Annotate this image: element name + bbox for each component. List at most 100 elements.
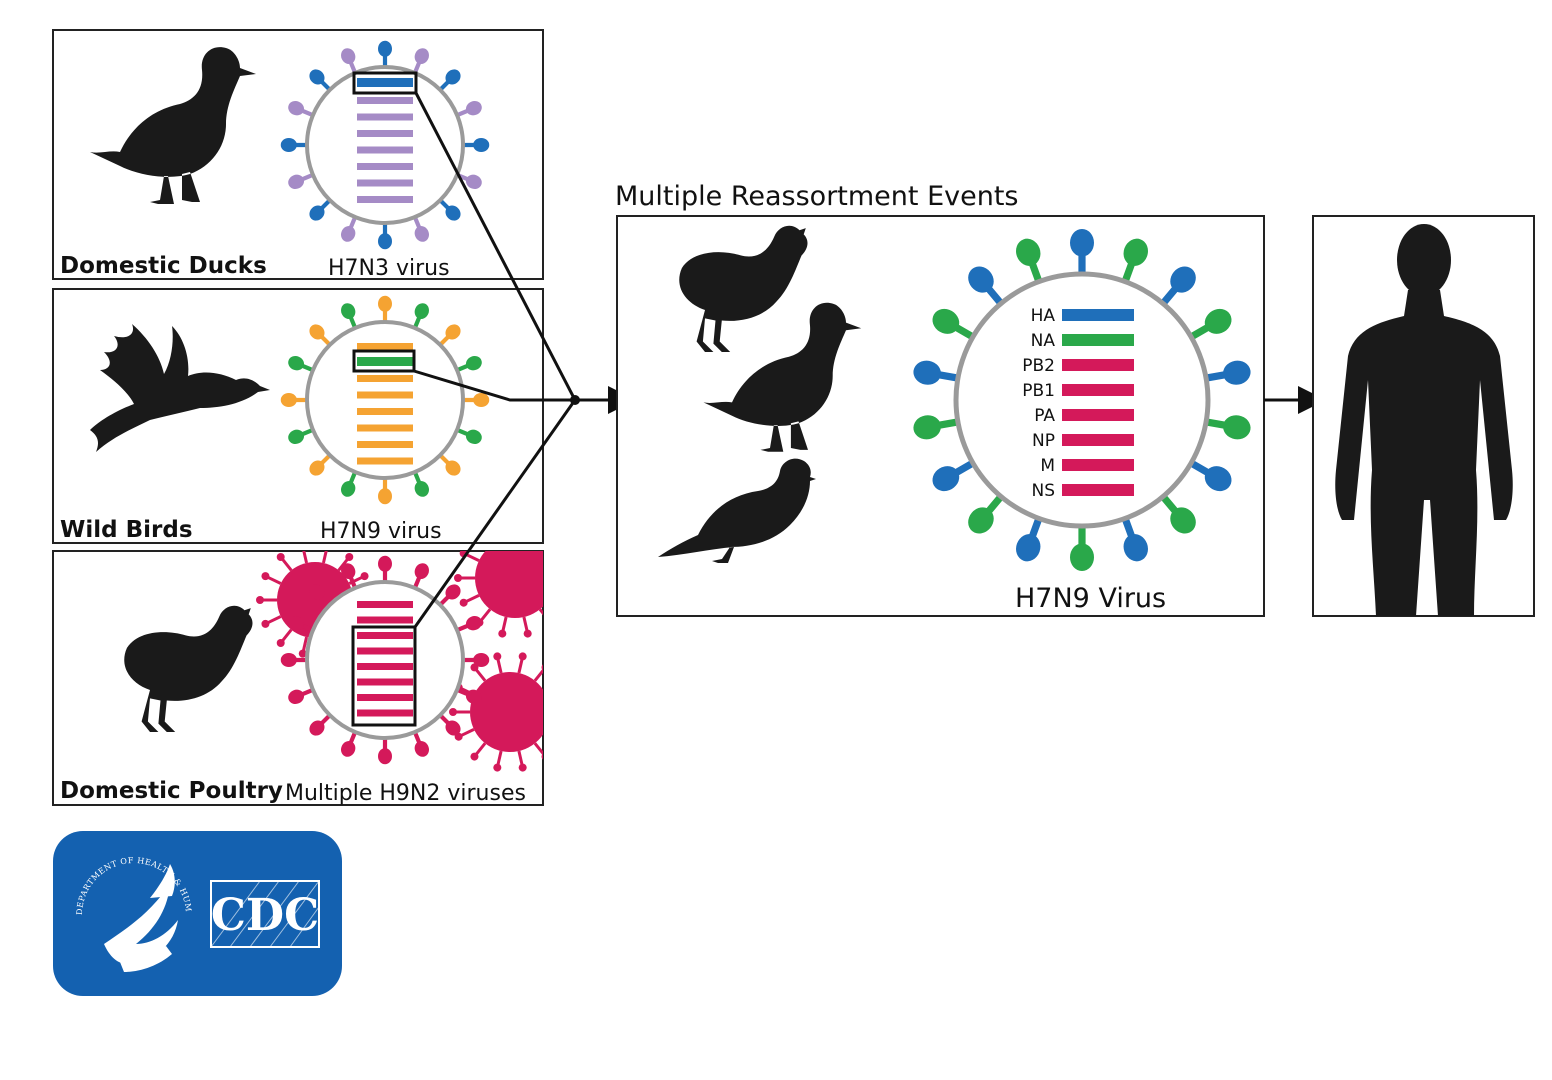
panel-domestic-ducks: Domestic Ducks H7N3 virus	[52, 29, 544, 281]
spike	[496, 659, 503, 674]
h7n9-wild-virus-diagram	[280, 295, 490, 505]
spike-head	[1016, 238, 1041, 266]
spike-head	[288, 616, 305, 631]
spike-head	[473, 393, 490, 407]
cdc-logo-box	[210, 880, 320, 948]
spike-head	[288, 101, 305, 116]
spike-head	[378, 555, 392, 572]
cdc-logo-hatching	[210, 880, 320, 948]
segment-label-ns: NS	[1031, 481, 1055, 501]
spike-head	[445, 205, 461, 221]
connector-lines	[413, 92, 612, 628]
spike	[301, 636, 309, 652]
spike-head	[1223, 415, 1251, 440]
spike-head	[465, 174, 482, 189]
spike-head	[256, 596, 264, 604]
segment-bar-np	[1062, 434, 1134, 446]
spike	[267, 615, 282, 624]
spike-head	[932, 466, 960, 492]
spike-head	[341, 225, 356, 242]
segment-bar-na	[1062, 334, 1134, 346]
segment-bar-pb2	[1062, 359, 1134, 371]
gene-segment-list: HA NA PB2 PB1 PA NP M NS	[1022, 306, 1134, 501]
gene-segment-bar	[357, 632, 413, 639]
spike-head	[445, 584, 461, 600]
gene-segment-bar	[357, 146, 413, 154]
spike	[538, 608, 543, 616]
spike	[501, 616, 508, 631]
spike	[551, 555, 564, 561]
spike-head	[445, 69, 461, 85]
gene-segment-bar	[357, 441, 413, 448]
segment-label-m: M	[1040, 456, 1055, 476]
spike-head	[445, 460, 461, 476]
segment-bar-pb1	[1062, 384, 1134, 396]
spike-head	[465, 356, 482, 371]
spike-head	[309, 460, 325, 476]
human-silhouette-icon	[1335, 224, 1513, 616]
gene-segment-bar	[357, 97, 413, 104]
spike	[267, 576, 282, 585]
spike-head	[414, 563, 429, 580]
spike-head	[465, 616, 482, 631]
spike-head	[414, 480, 429, 497]
spike-head	[309, 324, 325, 340]
spike-head	[449, 708, 457, 716]
spike-head	[280, 138, 297, 152]
spike-head	[378, 295, 392, 312]
spike-head	[459, 598, 468, 607]
spike-head	[473, 138, 490, 152]
gene-segment-bar	[357, 408, 413, 415]
spike-head	[414, 48, 429, 65]
spike	[475, 742, 487, 756]
spike-head	[562, 549, 570, 557]
spike-head	[445, 324, 461, 340]
host-label-poultry: Domestic Poultry	[60, 778, 283, 804]
segment-label-ha: HA	[1031, 306, 1056, 326]
spike-head	[1123, 238, 1148, 266]
spike-head	[341, 303, 356, 320]
gene-segment-bar	[357, 663, 413, 670]
spike-head	[341, 563, 356, 580]
spike-head	[563, 708, 571, 716]
h9n2-particle-icon	[454, 529, 570, 638]
connector-wild	[413, 369, 575, 402]
spike-head	[557, 733, 565, 741]
segment-label-pb1: PB1	[1022, 381, 1055, 401]
spike	[496, 750, 503, 765]
spike-head	[562, 599, 570, 607]
gene-segment-bar	[357, 647, 413, 655]
panel-reassortment: Multiple Reassortment Events HA NA PB2 PB1 P…	[615, 181, 1265, 617]
spike-head	[261, 572, 270, 581]
spike-head	[1170, 507, 1196, 534]
panel-domestic-poultry: Domestic Poultry Multiple H9N2 viruses	[52, 529, 571, 806]
spike-head	[280, 653, 297, 667]
spike-head	[288, 689, 305, 704]
spike-head	[547, 529, 555, 537]
segment-label-na: NA	[1031, 331, 1056, 351]
spike	[533, 668, 543, 682]
spike-head	[276, 639, 285, 648]
segment-label-np: NP	[1032, 431, 1055, 451]
spike	[546, 729, 559, 735]
spike	[551, 595, 564, 601]
spike-head	[309, 205, 325, 221]
spike-head	[465, 689, 482, 704]
spike	[475, 668, 487, 682]
spike-head	[1204, 308, 1232, 334]
spike-head	[1123, 534, 1148, 562]
h7n9-virus-label: H7N9 Virus	[1015, 583, 1166, 614]
highlight-box	[352, 71, 418, 95]
connector-ducks	[414, 92, 577, 401]
reassortment-title: Multiple Reassortment Events	[615, 181, 1018, 212]
spike-head	[360, 572, 369, 581]
host-label-ducks: Domestic Ducks	[60, 253, 267, 279]
spike-head	[454, 574, 462, 582]
spike-head	[1204, 466, 1232, 492]
segment-bar-pa	[1062, 409, 1134, 421]
gene-segment-bar	[357, 343, 413, 350]
panel-wild-birds: Wild Birds H7N9 virus	[52, 288, 544, 544]
spike-head	[557, 683, 565, 691]
spike-head	[1070, 229, 1094, 257]
